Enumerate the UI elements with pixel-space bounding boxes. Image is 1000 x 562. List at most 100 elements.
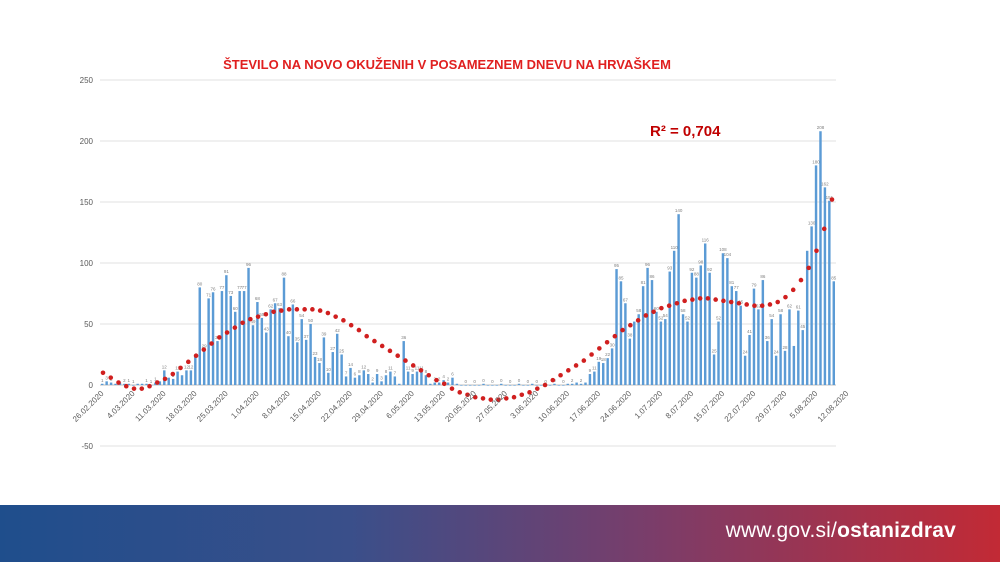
data-label: 208 xyxy=(817,125,825,130)
trend-dot xyxy=(736,300,742,306)
bar xyxy=(145,383,148,385)
trend-dot xyxy=(186,359,191,365)
x-tick-label: 15.04.2020 xyxy=(288,389,323,424)
bar xyxy=(269,309,272,385)
data-label: 0 xyxy=(562,379,565,384)
trend-dot xyxy=(333,314,338,319)
data-label: 67 xyxy=(623,297,629,302)
data-label: 10 xyxy=(326,367,332,372)
data-label: 62 xyxy=(787,303,793,308)
data-label: 180 xyxy=(812,159,820,164)
trend-dot xyxy=(302,307,307,312)
bar xyxy=(508,385,512,386)
bar xyxy=(296,342,299,385)
x-tick-label: 29.07.2020 xyxy=(754,389,789,424)
data-label: 1 xyxy=(128,378,131,383)
x-tick-label: 11.03.2020 xyxy=(133,389,168,424)
data-label: 11 xyxy=(415,366,420,371)
trend-dot xyxy=(193,353,199,359)
bar xyxy=(739,305,742,385)
trend-dot xyxy=(581,358,587,363)
bar xyxy=(672,250,676,385)
bar xyxy=(828,200,831,385)
footer-website-link[interactable]: www.gov.si/ostanizdrav xyxy=(726,519,956,543)
trend-dot xyxy=(364,333,369,339)
trend-dot xyxy=(294,307,300,312)
data-label: 60 xyxy=(654,306,660,311)
x-tick-label: 3.06.2020 xyxy=(509,389,541,421)
trend-dot xyxy=(542,382,548,388)
data-label: 130 xyxy=(808,220,816,225)
data-label: 2 xyxy=(438,377,441,382)
bar xyxy=(819,131,822,385)
data-label: 30 xyxy=(610,342,616,347)
bar xyxy=(384,375,388,385)
trend-dot xyxy=(728,299,734,305)
data-label: 67 xyxy=(273,297,279,302)
trendline xyxy=(100,197,835,402)
trend-dot xyxy=(131,386,137,391)
data-label: 11 xyxy=(175,366,180,371)
trend-dot xyxy=(674,300,680,306)
bars xyxy=(100,131,836,386)
data-label: 38 xyxy=(627,333,633,338)
trend-dot xyxy=(147,383,152,389)
trend-dot xyxy=(279,308,284,313)
data-label: 35 xyxy=(295,336,301,341)
trend-dot xyxy=(604,340,610,345)
bar xyxy=(451,377,454,385)
trend-dot xyxy=(480,396,486,401)
bar xyxy=(309,324,312,385)
bar xyxy=(167,377,170,385)
x-tick-label: 15.07.2020 xyxy=(692,389,727,424)
bar xyxy=(468,385,472,386)
bar xyxy=(522,385,525,386)
trend-dot xyxy=(713,297,718,302)
bar xyxy=(424,375,428,385)
bar xyxy=(331,352,334,385)
bar xyxy=(473,385,476,386)
data-label: 79 xyxy=(751,283,757,288)
trend-dot xyxy=(217,335,222,340)
bar xyxy=(748,334,751,385)
bar xyxy=(340,354,343,385)
data-label: 6 xyxy=(451,372,454,377)
trend-dot xyxy=(263,311,269,317)
x-tick-label: 6.05.2020 xyxy=(384,389,416,421)
data-label: 8 xyxy=(385,369,388,374)
x-tick-label: 4.03.2020 xyxy=(105,389,137,421)
trend-dot xyxy=(457,390,463,395)
trend-dot xyxy=(527,390,532,395)
data-label: 55 xyxy=(259,312,265,317)
bar xyxy=(127,383,131,385)
trend-dot xyxy=(821,226,827,232)
bar xyxy=(566,383,569,385)
bar xyxy=(610,348,614,385)
trend-dot xyxy=(566,368,571,373)
bar xyxy=(225,275,228,385)
bar xyxy=(659,321,663,385)
data-label: 52 xyxy=(685,316,691,321)
bar xyxy=(358,375,361,385)
bar xyxy=(349,367,352,385)
trend-dot xyxy=(139,386,145,391)
bar xyxy=(464,385,468,386)
bar xyxy=(220,291,224,385)
bar xyxy=(265,332,268,385)
bar xyxy=(242,291,246,385)
trend-dot xyxy=(589,352,594,357)
trend-dot xyxy=(123,383,129,389)
bar xyxy=(229,295,233,385)
bar xyxy=(637,314,640,385)
bar xyxy=(322,337,326,385)
y-tick-label: 0 xyxy=(89,381,94,390)
bar xyxy=(668,271,671,385)
x-tick-label: 27.05.2020 xyxy=(474,389,509,424)
data-label: 36 xyxy=(765,335,771,340)
chart: ŠTEVILO NA NOVO OKUŽENIH V POSAMEZNEM DN… xyxy=(71,57,851,451)
x-tick-label: 12.08.2020 xyxy=(816,389,851,424)
data-label: 39 xyxy=(321,331,327,336)
x-tick-label: 18.03.2020 xyxy=(164,389,199,424)
data-label: 43 xyxy=(264,327,270,332)
trend-dot xyxy=(441,381,447,387)
